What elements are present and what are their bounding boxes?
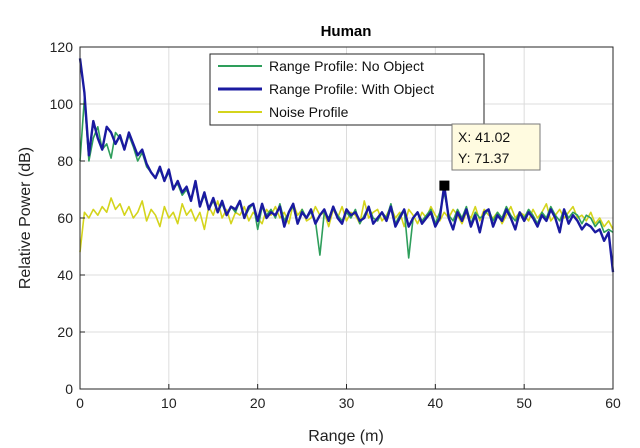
x-tick-label: 10 [161,395,177,411]
x-tick-label: 20 [250,395,266,411]
y-tick-label: 0 [65,381,73,397]
x-tick-label: 30 [339,395,355,411]
x-tick-label: 60 [605,395,621,411]
series-line-with-object [78,58,615,273]
legend-label-noise: Noise Profile [269,104,349,120]
y-tick-label: 20 [57,324,73,340]
legend-label-with-object: Range Profile: With Object [269,81,434,97]
y-tick-label: 40 [57,267,73,283]
datatip-y-text: Y: 71.37 [458,150,510,166]
y-tick-label: 80 [57,153,73,169]
y-tick-label: 100 [50,96,74,112]
y-ticks: 0 20 40 60 80 100 120 [50,39,85,397]
x-axis-label: Range (m) [308,428,384,445]
legend[interactable]: Range Profile: No Object Range Profile: … [209,53,485,126]
series-line-noise [79,197,614,253]
datatip-x-text: X: 41.02 [458,129,510,145]
x-tick-label: 40 [428,395,444,411]
datatip-marker[interactable] [439,180,450,191]
legend-label-no-object: Range Profile: No Object [269,58,424,74]
datatip-box [451,123,541,171]
y-tick-label: 120 [50,39,74,55]
datatip[interactable]: X: 41.02 Y: 71.37 [439,123,541,191]
x-tick-label: 0 [76,395,84,411]
x-ticks: 0 10 20 30 40 50 60 [76,384,621,411]
series-layer [78,58,615,273]
y-tick-label: 60 [57,210,73,226]
y-axis-label: Relative Power (dB) [17,147,34,289]
chart-title: Human [321,23,372,40]
x-tick-label: 50 [516,395,532,411]
